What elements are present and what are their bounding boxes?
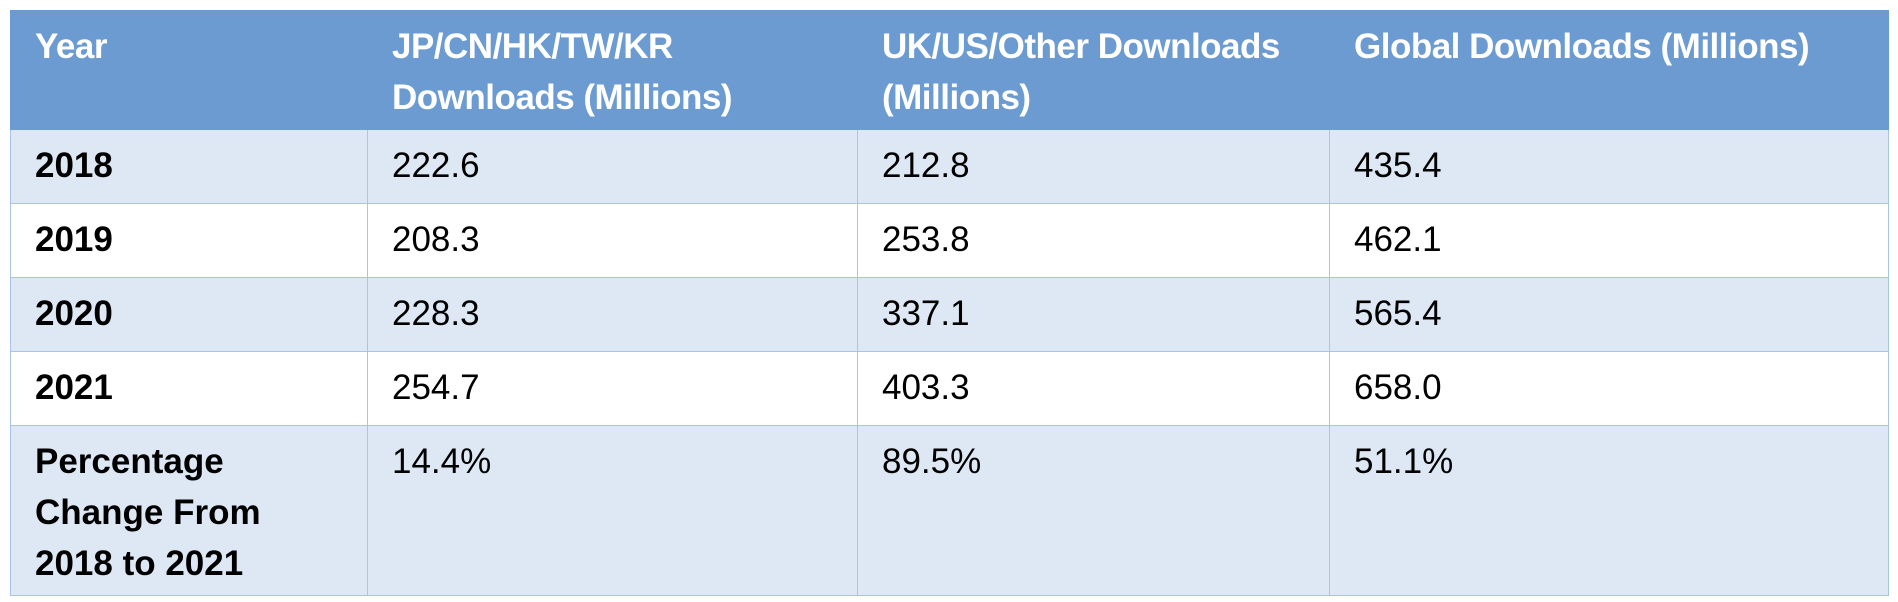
header-cell: Global Downloads (Millions) [1329,10,1889,130]
data-cell: 228.3 [367,277,858,352]
data-cell: 337.1 [857,277,1330,352]
data-cell: 254.7 [367,351,858,426]
data-cell: 658.0 [1329,351,1889,426]
data-cell: 222.6 [367,129,858,204]
table-body: 2018 222.6 212.8 435.4 2019 208.3 253.8 462.1 20… [10,129,1889,596]
row-label: 2018 [10,129,368,204]
table-container: Year JP/CN/HK/TW/KR Downloads (Millions) U… [10,10,1889,596]
data-cell: 208.3 [367,203,858,278]
header-cell: JP/CN/HK/TW/KR Downloads (Millions) [367,10,858,130]
data-cell: 565.4 [1329,277,1889,352]
data-cell: 462.1 [1329,203,1889,278]
row-label: Percentage Change From 2018 to 2021 [10,425,368,596]
table-row: 2019 208.3 253.8 462.1 [10,203,1889,278]
row-label: 2020 [10,277,368,352]
header-cell: Year [10,10,368,130]
data-cell: 14.4% [367,425,858,596]
data-cell: 435.4 [1329,129,1889,204]
data-cell: 403.3 [857,351,1330,426]
data-cell: 253.8 [857,203,1330,278]
header-cell: UK/US/Other Downloads (Millions) [857,10,1330,130]
row-label: 2019 [10,203,368,278]
data-cell: 51.1% [1329,425,1889,596]
downloads-table: Year JP/CN/HK/TW/KR Downloads (Millions) U… [10,10,1889,596]
table-row: 2018 222.6 212.8 435.4 [10,129,1889,204]
row-label: 2021 [10,351,368,426]
table-row: 2021 254.7 403.3 658.0 [10,351,1889,426]
table-row: 2020 228.3 337.1 565.4 [10,277,1889,352]
header-row: Year JP/CN/HK/TW/KR Downloads (Millions) U… [10,10,1889,130]
table-row: Percentage Change From 2018 to 2021 14.4%… [10,425,1889,596]
data-cell: 89.5% [857,425,1330,596]
data-cell: 212.8 [857,129,1330,204]
